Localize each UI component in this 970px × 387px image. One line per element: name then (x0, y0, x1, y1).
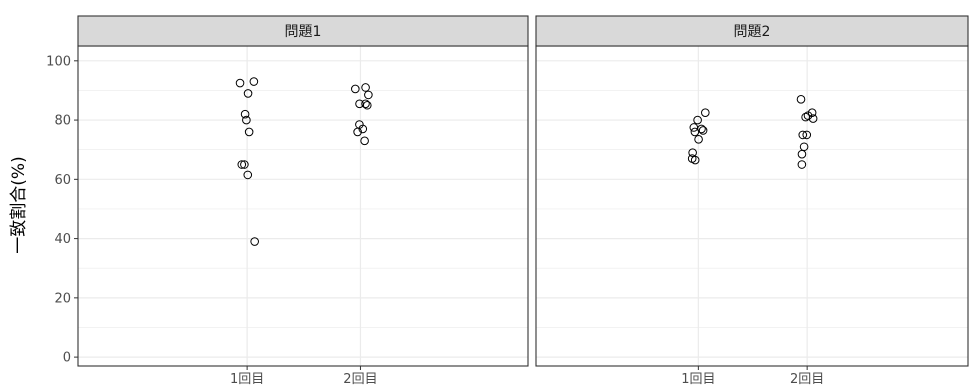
data-point (803, 111, 813, 120)
facet-title: 問題2 (734, 24, 771, 40)
data-point (808, 114, 818, 123)
data-point (240, 109, 250, 119)
data-point (688, 148, 697, 157)
data-point (797, 160, 807, 169)
data-point (351, 84, 360, 94)
y-tick-label: 40 (54, 232, 71, 247)
x-tick-label: 2回目 (343, 372, 377, 387)
y-tick-label: 20 (54, 291, 71, 306)
data-point (798, 130, 808, 140)
panel-background (536, 46, 968, 366)
data-point (690, 155, 700, 165)
data-point (358, 124, 368, 134)
data-point (698, 126, 708, 135)
facet-title: 問題1 (285, 24, 322, 40)
data-point (690, 127, 700, 137)
y-axis-title: 一致割合(%) (9, 156, 29, 253)
data-point (243, 170, 253, 180)
data-point (244, 127, 254, 137)
y-tick-label: 60 (54, 173, 71, 188)
data-point (361, 83, 370, 92)
facet-strip (77, 15, 529, 47)
data-point (360, 136, 369, 146)
data-point (796, 95, 806, 104)
y-tick-label: 0 (63, 351, 71, 366)
facet-strip (535, 15, 969, 47)
panel-1: 問題1 1回目 2回目 0 20 40 60 80 100 (46, 15, 529, 387)
data-point (362, 100, 372, 110)
x-tick-label: 1回目 (230, 372, 264, 387)
y-tick-label: 80 (54, 114, 71, 129)
data-point (240, 160, 249, 169)
data-point (361, 99, 370, 109)
data-point (694, 135, 703, 144)
data-point (802, 130, 812, 140)
panel-background (78, 46, 528, 366)
data-point (242, 115, 251, 125)
data-point (250, 237, 259, 246)
data-point (235, 78, 245, 88)
data-point (693, 115, 702, 125)
y-tick-label: 100 (46, 54, 71, 69)
data-point (243, 89, 253, 98)
data-point (797, 149, 807, 159)
x-tick-label: 1回目 (681, 372, 715, 387)
data-point (701, 108, 710, 117)
panel-2: 問題2 1回目 2回目 (535, 15, 969, 387)
data-point (249, 77, 259, 86)
data-point (353, 127, 362, 137)
data-point (237, 160, 247, 169)
data-point (364, 90, 373, 100)
x-tick-label: 2回目 (790, 372, 824, 387)
